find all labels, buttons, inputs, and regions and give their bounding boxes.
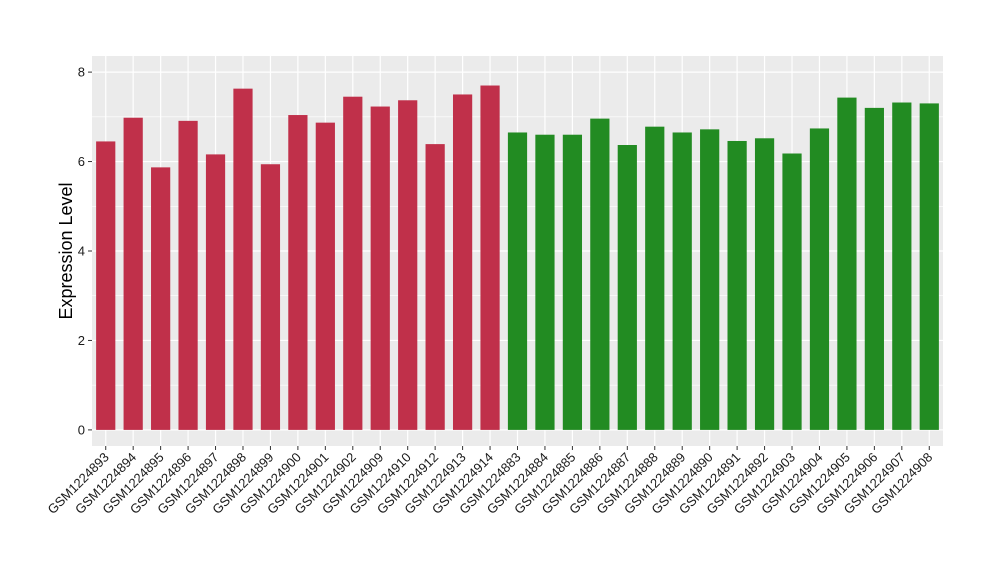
bar xyxy=(343,96,363,430)
bar xyxy=(260,164,281,430)
bar xyxy=(617,145,637,430)
y-axis-title: Expression Level xyxy=(56,182,76,319)
bar xyxy=(507,132,528,430)
bar xyxy=(562,134,583,430)
bar xyxy=(919,103,939,430)
bar xyxy=(535,134,555,430)
y-tick-label: 4 xyxy=(78,244,85,259)
bar xyxy=(288,115,308,430)
bar xyxy=(782,153,802,430)
y-tick-label: 0 xyxy=(78,422,85,437)
bar xyxy=(96,141,116,430)
bar xyxy=(672,132,692,430)
y-tick-label: 6 xyxy=(78,154,85,169)
y-tick-label: 2 xyxy=(78,333,85,348)
bar xyxy=(837,97,857,430)
bar xyxy=(123,117,143,430)
y-axis: 0 2 4 6 8 xyxy=(78,65,92,437)
bar xyxy=(315,122,335,430)
bar xyxy=(205,154,226,430)
bar xyxy=(370,106,390,430)
bar xyxy=(151,167,171,430)
bar xyxy=(398,100,418,430)
bar xyxy=(590,118,610,430)
bar xyxy=(480,85,500,430)
bar xyxy=(178,120,198,430)
bar xyxy=(645,126,665,430)
bar xyxy=(425,144,445,430)
bar xyxy=(754,138,775,430)
y-tick-label: 8 xyxy=(78,65,85,80)
bar xyxy=(727,140,747,430)
x-axis: GSM1224893GSM1224894GSM1224895GSM1224896… xyxy=(45,446,935,517)
bar xyxy=(700,129,720,430)
bar xyxy=(864,107,884,430)
bar xyxy=(233,88,253,430)
bar xyxy=(452,94,473,430)
bar xyxy=(892,102,912,430)
bars-group xyxy=(96,85,939,430)
bar xyxy=(809,128,830,430)
